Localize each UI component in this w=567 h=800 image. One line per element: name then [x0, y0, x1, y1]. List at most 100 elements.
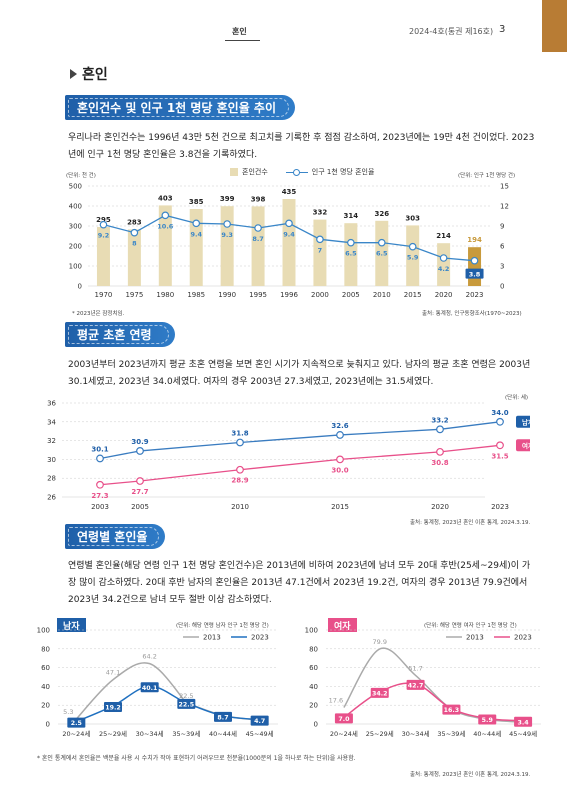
bar-value-label: 435 [282, 188, 297, 196]
rate-value-label: 9.4 [283, 230, 295, 238]
rate-2023-label: 34.2 [372, 690, 388, 697]
series-tag-box [516, 439, 530, 452]
x-tick-label: 1985 [187, 291, 205, 299]
female-age-rate-chart: 0 20 40 60 80 100 20~24세 25~29세 30~34세 35~39세 40~4… [305, 627, 541, 738]
x-tick-label: 2020 [435, 291, 453, 299]
x-tick-label: 2020 [431, 503, 449, 511]
rate-value-label: 9.3 [221, 231, 233, 239]
banner-age-rate-text: 연령별 혼인율 [77, 530, 148, 544]
rate-2023-label: 40.1 [142, 685, 158, 692]
y2-tick-label: 9 [500, 223, 504, 231]
rate-2013-label: 5.3 [63, 708, 73, 716]
rate-point [439, 254, 448, 262]
rate-2023-label: 8.7 [217, 714, 228, 721]
bar-value-label: 314 [344, 212, 359, 220]
y-tick-label: 34 [47, 418, 56, 426]
bar-value-label: 332 [313, 209, 328, 217]
rate-value-label: 6.5 [345, 250, 357, 258]
rate-2023-label: 16.3 [444, 707, 460, 714]
y2-tick-label: 0 [500, 283, 504, 291]
rate-value-label: 3.8 [469, 271, 481, 279]
age-value-label: 27.7 [131, 488, 148, 496]
y-tick-label: 20 [41, 702, 50, 710]
age-point [96, 454, 104, 463]
x-tick-label: 2010 [373, 291, 391, 299]
y-tick-label: 60 [309, 664, 318, 672]
age-point [236, 465, 244, 474]
series-tag-label: 남자 [522, 417, 530, 426]
y2-tick-label: 15 [500, 183, 509, 191]
rate-2023-box [334, 713, 353, 724]
y-tick-label: 36 [47, 400, 56, 408]
bar-value-label: 303 [405, 214, 420, 222]
banner-first-marriage-age-text: 평균 초혼 연령 [77, 328, 152, 342]
rate-2023-label: 3.4 [518, 719, 530, 726]
age-value-label: 33.2 [431, 416, 448, 424]
y-tick-label: 100 [305, 627, 318, 635]
age-point [436, 425, 444, 434]
x-tick-label: 35~39세 [437, 729, 465, 738]
rate-2023-box [140, 682, 159, 693]
para-age-rate: 연령별 혼인율(해당 연령 인구 1천 명당 혼인건수)은 2013년에 비하여… [68, 561, 531, 605]
x-tick-label: 35~39세 [172, 729, 200, 738]
marriage-chart: 0 100 200 300 400 500 0 3 6 9 12 15 295 1970 283 1975 40… [69, 183, 509, 300]
x-tick-label: 2003 [91, 503, 109, 511]
age-line-female [99, 444, 501, 486]
rate-point [285, 219, 293, 228]
y2-tick-label: 3 [500, 263, 504, 271]
rate-value-label: 8.7 [252, 235, 264, 243]
source-age-rate: 출처: 통계청, 2023년 혼인 이혼 통계, 2024.3.19. [410, 772, 531, 778]
series-tag-label: 여자 [522, 441, 530, 450]
x-tick-label: 2010 [231, 503, 249, 511]
bar [406, 225, 420, 286]
x-tick-label: 25~29세 [366, 729, 394, 738]
rate-2013-label: 47.1 [106, 669, 120, 677]
unit-left: (단위: 천 건) [66, 173, 96, 179]
age-value-label: 27.3 [91, 492, 108, 500]
y-tick-label: 40 [309, 683, 318, 691]
rate-value-label: 7 [318, 246, 323, 254]
male-tag: 남자 [57, 618, 86, 632]
rate-value-label: 9.2 [98, 232, 110, 240]
banner-first-marriage-age: 평균 초혼 연령 [65, 322, 175, 347]
rate-point [347, 238, 355, 247]
rate-2023-box [514, 716, 533, 727]
bar [96, 227, 110, 286]
side-tab [542, 0, 567, 52]
rate-point [130, 228, 139, 237]
rate-point [223, 220, 231, 228]
bar-value-label: 399 [220, 195, 235, 203]
legend-bar-swatch [230, 168, 238, 176]
rate-2013-label: 17.6 [329, 696, 343, 704]
triangle-icon [70, 69, 77, 79]
rate-2013-label: 79.9 [373, 638, 387, 646]
rate-line-2013 [75, 662, 260, 721]
bar [220, 206, 234, 286]
age-point [436, 447, 444, 456]
bar-value-label: 214 [436, 232, 451, 240]
x-tick-label: 2015 [331, 503, 349, 511]
source-chart1: 출처: 통계청, 인구동향조사(1970~2023) [422, 311, 522, 317]
y-tick-label: 80 [309, 645, 318, 653]
y-tick-label: 26 [47, 494, 56, 502]
age-point [136, 447, 144, 455]
rate-point [377, 238, 386, 247]
age-value-label: 32.6 [331, 422, 348, 430]
age-value-label: 30.0 [331, 466, 348, 474]
age-point [336, 431, 344, 439]
y-tick-label: 0 [46, 721, 50, 729]
age-point [496, 417, 504, 426]
age-point [236, 438, 244, 447]
rate-point [161, 211, 170, 220]
bar [468, 247, 482, 286]
footnote-age-rate: * 혼인 통계에서 혼인율은 백분율 사용 시 수치가 작아 표현하기 어려우므… [37, 755, 356, 762]
male-age-rate-chart: 0 20 40 60 80 100 20~24세 25~29세 30~34세 35~39세 40~4… [37, 627, 278, 738]
age-point [496, 441, 504, 450]
rate-2023-box [67, 717, 86, 728]
y-tick-label: 500 [69, 183, 82, 191]
age-value-label: 31.5 [491, 452, 508, 460]
x-tick-label: 30~34세 [136, 729, 164, 738]
female-tag: 여자 [328, 618, 357, 632]
rate-point [470, 256, 479, 265]
header-issue: 2024-4호(통권 제16호) [409, 27, 494, 36]
